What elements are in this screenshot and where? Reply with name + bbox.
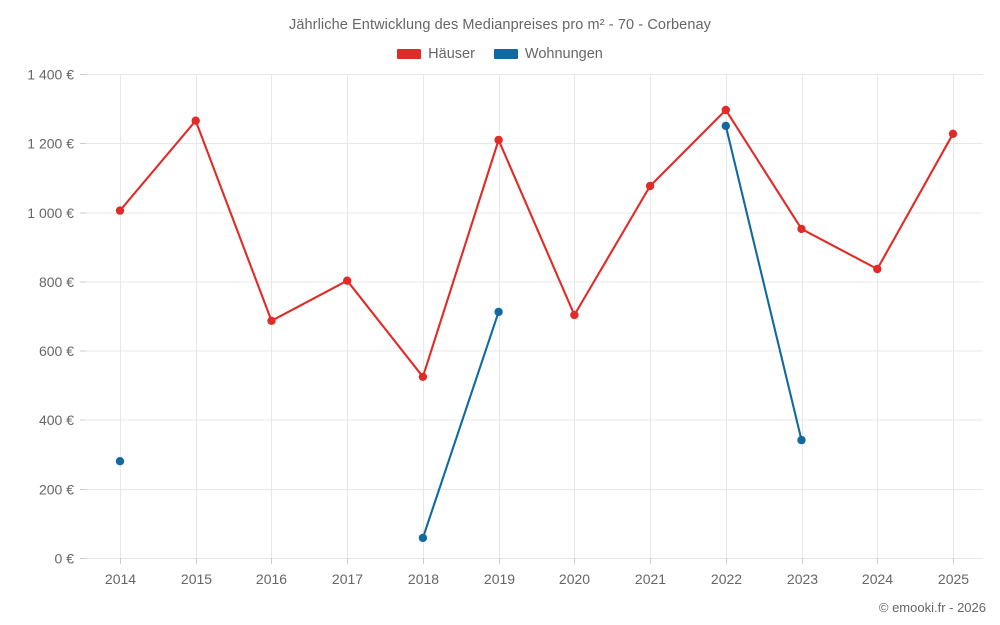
credit-text: © emooki.fr - 2026 xyxy=(878,600,986,615)
y-axis-tick-label: 400 € xyxy=(39,412,74,428)
data-point[interactable] xyxy=(570,310,579,320)
y-axis-tick-label: 1 000 € xyxy=(27,205,74,221)
x-axis-tick-label: 2025 xyxy=(938,571,969,587)
data-point[interactable] xyxy=(494,135,503,145)
data-point[interactable] xyxy=(797,224,806,234)
tickmarks-group xyxy=(80,74,954,564)
data-point[interactable] xyxy=(873,264,882,274)
legend-item-wohnungen[interactable]: Wohnungen xyxy=(493,46,603,62)
x-axis-tick-label: 2024 xyxy=(862,571,893,587)
x-axis-tick-label: 2018 xyxy=(408,571,439,587)
data-point[interactable] xyxy=(494,307,503,317)
x-axis-tick-label: 2017 xyxy=(332,571,363,587)
y-axis-tick-label: 1 400 € xyxy=(27,67,74,83)
x-axis-tick-label: 2020 xyxy=(559,571,590,587)
legend-swatch-icon-wohnungen xyxy=(493,49,518,59)
data-point[interactable] xyxy=(115,206,125,215)
x-axis-tick-label: 2019 xyxy=(484,571,515,587)
data-point[interactable] xyxy=(343,276,352,285)
data-point[interactable] xyxy=(418,372,428,381)
y-axis-tick-label: 600 € xyxy=(39,343,74,359)
data-point[interactable] xyxy=(721,121,730,131)
series-line-wohnungen xyxy=(421,310,500,539)
data-point[interactable] xyxy=(191,116,200,125)
y-axis-tick-label: 800 € xyxy=(39,274,74,290)
data-point[interactable] xyxy=(721,105,730,115)
data-point[interactable] xyxy=(948,129,958,138)
legend-swatch-icon-hauser xyxy=(397,49,422,59)
x-axis-tick-label: 2016 xyxy=(256,571,287,587)
chart-legend: Häuser Wohnungen xyxy=(0,46,1000,62)
series-line-wohnungen xyxy=(724,124,803,442)
legend-label-hauser: Häuser xyxy=(428,46,475,62)
data-point[interactable] xyxy=(267,316,276,325)
gridlines-group xyxy=(86,74,983,559)
data-series-group xyxy=(115,105,958,543)
x-axis-tick-label: 2015 xyxy=(181,571,212,587)
x-axis-tick-label: 2014 xyxy=(105,571,136,587)
x-axis-tick-label: 2021 xyxy=(635,571,666,587)
legend-label-wohnungen: Wohnungen xyxy=(524,46,603,62)
y-axis-tick-label: 0 € xyxy=(55,551,75,567)
y-axis-tick-label: 200 € xyxy=(39,481,74,497)
data-point[interactable] xyxy=(645,181,655,191)
y-axis-labels-group: 0 € 200 € 400 € 600 € 800 € 1 000 € 1 200 € 1 4… xyxy=(27,67,74,567)
legend-item-hauser[interactable]: Häuser xyxy=(397,46,475,62)
x-axis-labels-group: 2014 2015 2016 2017 2018 2019 2020 2021 2022 2023… xyxy=(105,571,969,587)
chart-title: Jährliche Entwicklung des Medianpreises … xyxy=(288,17,712,33)
data-point[interactable] xyxy=(797,435,806,445)
data-point[interactable] xyxy=(115,457,125,466)
series-line-häuser xyxy=(118,108,955,378)
data-point[interactable] xyxy=(418,533,428,543)
x-axis-tick-label: 2022 xyxy=(711,571,742,587)
x-axis-tick-label: 2023 xyxy=(787,571,818,587)
y-axis-tick-label: 1 200 € xyxy=(27,136,74,152)
